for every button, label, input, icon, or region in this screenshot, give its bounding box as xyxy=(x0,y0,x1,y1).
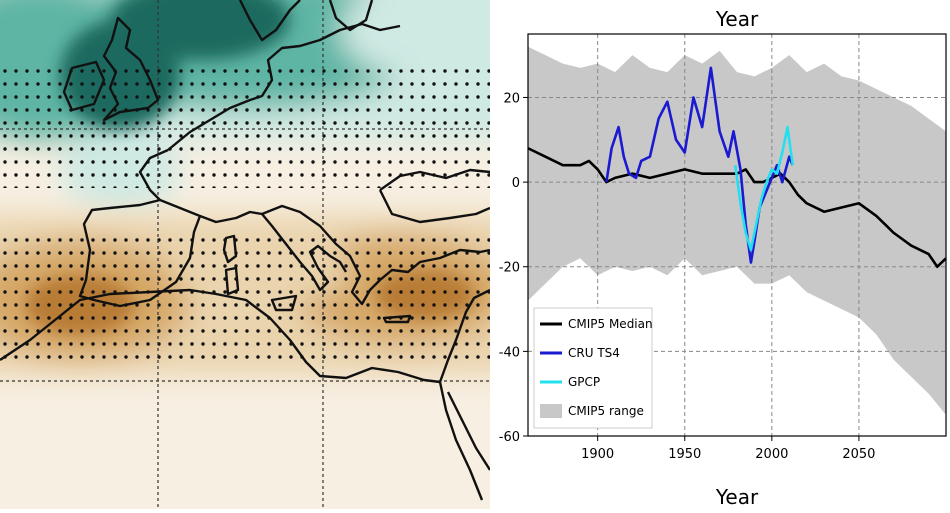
x-tick-label: 1950 xyxy=(668,447,701,462)
precipitation-map xyxy=(0,0,490,509)
legend-label: CMIP5 range xyxy=(568,404,644,418)
map-gridlines xyxy=(0,0,490,509)
coastlines xyxy=(0,0,490,501)
plot-frame xyxy=(527,33,947,437)
legend-label: CMIP5 Median xyxy=(568,317,653,331)
x-tick-label: 2000 xyxy=(755,447,788,462)
y-tick-label: 20 xyxy=(503,91,520,106)
timeseries-canvas: Year Year 1900 1950 2000 2050 20 0 -20 -40 -60 CM… xyxy=(499,7,947,509)
legend-swatch xyxy=(540,404,562,418)
x-axis-label: Year xyxy=(715,485,759,509)
legend-label: CRU TS4 xyxy=(568,346,620,360)
y-tick-label: 0 xyxy=(512,176,520,191)
plot-area: 1900 1950 2000 2050 20 0 -20 -40 -60 CMIP5 Median… xyxy=(499,33,947,462)
series-line xyxy=(527,147,947,269)
series-range-band xyxy=(528,46,946,415)
chart-title: Year xyxy=(715,7,759,31)
significance-stippling xyxy=(0,68,490,365)
map-canvas xyxy=(0,0,490,509)
y-tick-label: -40 xyxy=(499,345,520,360)
precipitation-timeseries-chart: Year Year 1900 1950 2000 2050 20 0 -20 -40 -60 CM… xyxy=(490,0,950,509)
series-line xyxy=(605,66,794,264)
legend-label: GPCP xyxy=(568,375,600,389)
series-line xyxy=(733,125,795,252)
y-tick-label: -20 xyxy=(499,261,520,276)
y-tick-label: -60 xyxy=(499,430,520,445)
x-tick-label: 2050 xyxy=(842,447,875,462)
x-tick-label: 1900 xyxy=(581,447,614,462)
